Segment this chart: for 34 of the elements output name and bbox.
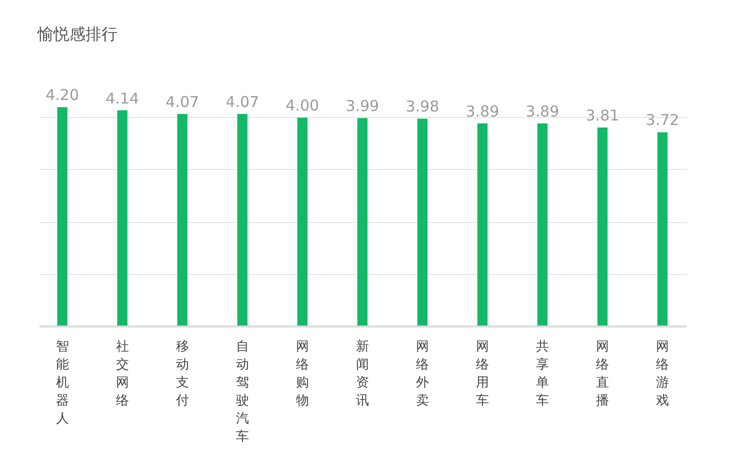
x-tick-label: 网络用车 <box>476 340 489 408</box>
bar <box>537 123 548 326</box>
data-label: 4.07 <box>166 92 200 111</box>
x-tick-label: 共享单车 <box>536 340 549 408</box>
x-tick-label: 新闻资讯 <box>356 340 369 408</box>
bar <box>357 118 368 326</box>
data-label: 4.20 <box>46 86 80 104</box>
data-label: 4.14 <box>106 89 140 108</box>
x-tick-label: 网络游戏 <box>656 340 669 408</box>
bar <box>297 118 308 326</box>
data-label: 3.72 <box>646 111 680 130</box>
x-tick-label: 网络外卖 <box>416 340 429 408</box>
bar <box>597 128 608 326</box>
bar <box>657 132 668 326</box>
x-tick-label: 网络直播 <box>596 340 609 408</box>
x-tick-label: 智能机器人 <box>56 340 69 426</box>
x-tick-label: 移动支付 <box>174 340 189 408</box>
bar <box>237 114 248 326</box>
x-tick-label: 社交网络 <box>116 340 129 408</box>
data-label: 3.89 <box>526 102 560 120</box>
data-label: 3.98 <box>406 98 440 116</box>
chart-title: 愉悦感排行 <box>36 24 118 44</box>
data-label: 3.81 <box>586 106 620 125</box>
data-label: 3.99 <box>346 97 380 116</box>
bar <box>177 114 188 326</box>
data-label: 4.07 <box>226 92 260 111</box>
bar <box>477 123 488 326</box>
data-label: 4.00 <box>286 96 320 115</box>
bar <box>417 118 428 326</box>
bar <box>57 107 68 326</box>
x-tick-label: 自动驾驶汽车 <box>236 340 249 444</box>
bar <box>117 110 128 326</box>
data-label: 3.89 <box>466 102 500 120</box>
x-tick-label: 网络购物 <box>296 340 309 408</box>
